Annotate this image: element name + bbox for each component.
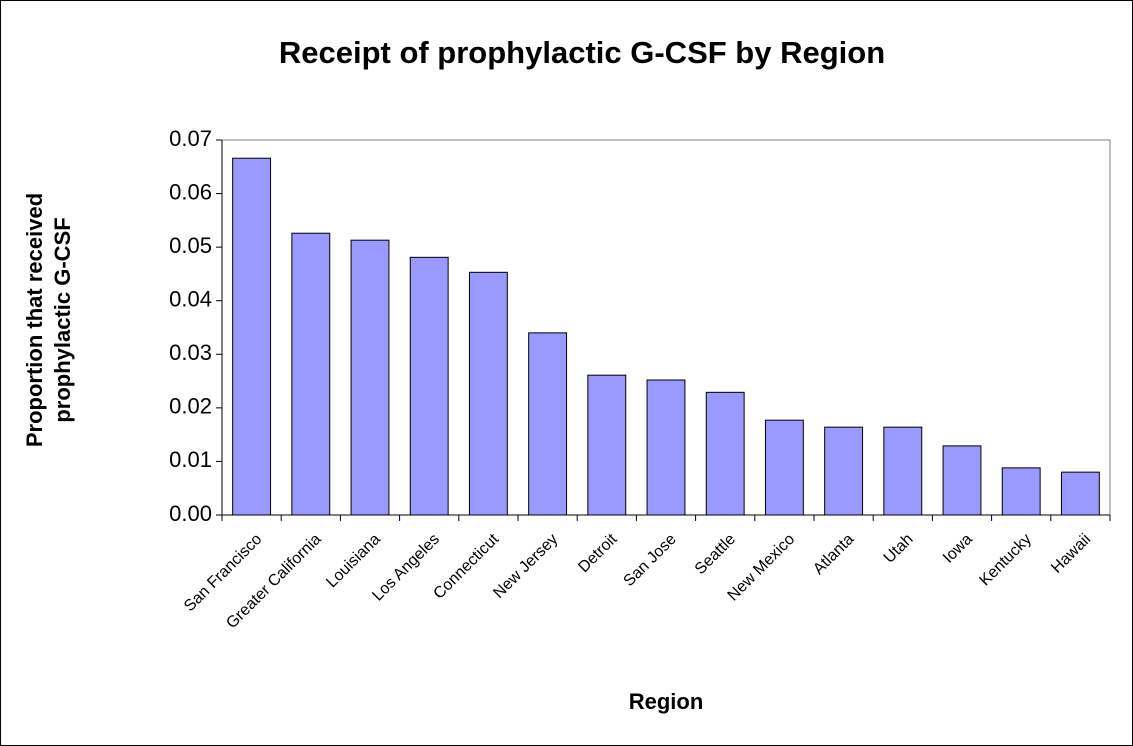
bar	[1060, 471, 1100, 516]
bar	[824, 426, 864, 516]
bar	[528, 332, 568, 516]
bar	[409, 256, 449, 516]
y-tick-label: 0.06	[169, 179, 212, 204]
bar	[705, 391, 745, 516]
x-axis-label: Region	[629, 689, 704, 714]
bar	[232, 157, 272, 516]
y-axis-label-line: prophylactic G-CSF	[50, 217, 75, 422]
y-axis-label: Proportion that received prophylactic G-…	[22, 193, 75, 447]
y-tick-label: 0.01	[169, 447, 212, 472]
bar	[1001, 467, 1041, 516]
y-tick-label: 0.07	[169, 126, 212, 151]
y-tick-label: 0.00	[169, 501, 212, 526]
chart-title: Receipt of prophylactic G-CSF by Region	[279, 35, 885, 70]
y-tick-label: 0.04	[169, 287, 212, 312]
bar	[883, 426, 923, 516]
bar	[646, 379, 686, 516]
bar	[587, 374, 627, 516]
y-tick-label: 0.02	[169, 394, 212, 419]
bar	[942, 445, 982, 516]
bar	[291, 232, 331, 516]
y-axis-label-line: Proportion that received	[22, 193, 47, 447]
bar	[764, 419, 804, 516]
y-tick-label: 0.05	[169, 233, 212, 258]
bar	[350, 239, 390, 516]
y-tick-label: 0.03	[169, 340, 212, 365]
bar	[468, 271, 508, 516]
